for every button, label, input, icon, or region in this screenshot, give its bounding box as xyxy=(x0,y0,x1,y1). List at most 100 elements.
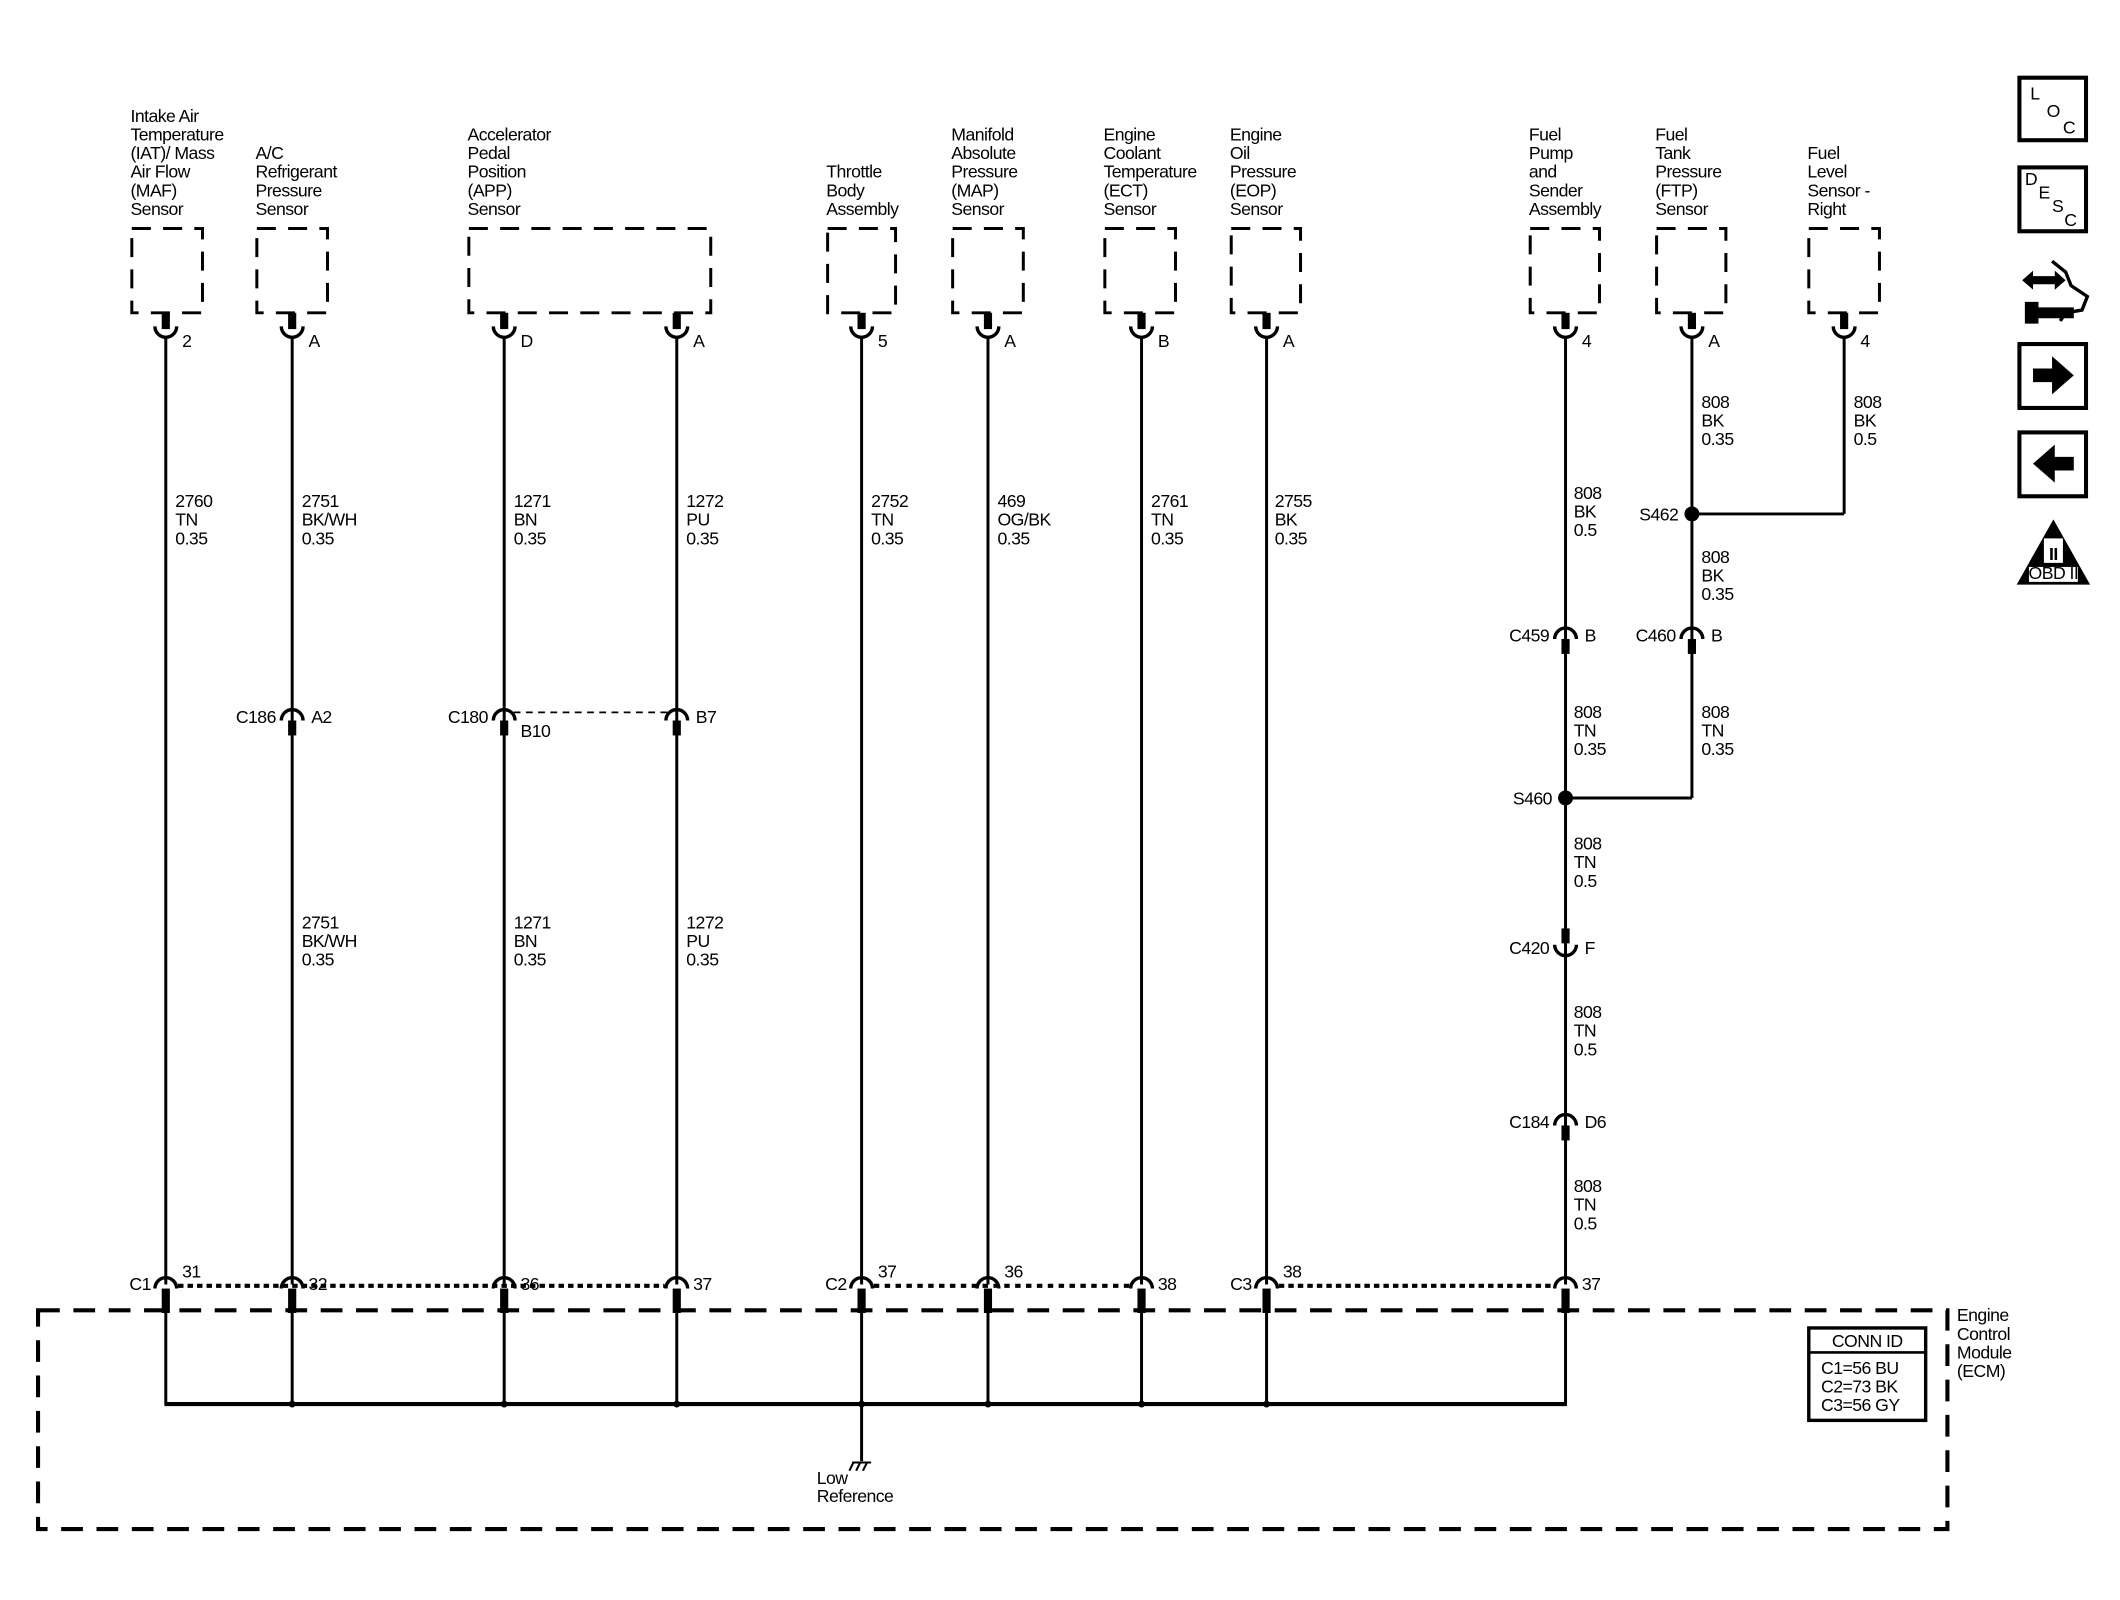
sensor-name-line: Fuel xyxy=(1655,124,1687,144)
splice-dot xyxy=(1558,790,1574,806)
connector-id: C459 xyxy=(1509,626,1549,646)
pin-connector-icon xyxy=(1552,326,1579,339)
sensor-name-line: (APP) xyxy=(467,180,511,200)
wire-label: 0.5 xyxy=(1574,1039,1598,1059)
connector-pin: B xyxy=(1711,626,1722,646)
pin-connector-icon xyxy=(279,326,305,339)
wire-label: 0.35 xyxy=(514,950,547,970)
sensor-name-line: Pressure xyxy=(951,162,1018,182)
sensor-name-line: Engine xyxy=(1103,124,1155,144)
conn-id-row: C3=56 GY xyxy=(1821,1395,1900,1415)
pin-stub xyxy=(1561,928,1570,944)
ecm-connector-id: C2 xyxy=(825,1274,846,1294)
icon-letter: C xyxy=(2063,117,2076,137)
wire-label: BK/WH xyxy=(302,510,357,530)
sensor-name-line: (FTP) xyxy=(1655,180,1697,200)
wire-label: BK xyxy=(1854,411,1877,431)
inline-connector-icon xyxy=(1552,626,1579,640)
connector-id: C460 xyxy=(1636,626,1677,646)
wire-label: TN xyxy=(1574,720,1596,740)
ecm-module-outline xyxy=(36,1308,1950,1532)
connector-id: C186 xyxy=(236,707,277,727)
wire-label: 808 xyxy=(1574,1176,1603,1196)
connector-pin: B7 xyxy=(696,707,717,727)
connector-end-view-icon[interactable] xyxy=(2022,259,2090,324)
bus-junction xyxy=(984,1400,992,1408)
bus-junction xyxy=(500,1400,508,1408)
sensor-name-line: Air Flow xyxy=(130,162,190,182)
pin-stub xyxy=(983,312,993,330)
bus-junction xyxy=(1138,1400,1145,1408)
sensor-box xyxy=(951,227,1025,315)
ecm-pin-connector-icon xyxy=(975,1276,1001,1289)
wire-label: BK xyxy=(1574,502,1597,522)
ecm-pin-connector-icon xyxy=(491,1276,517,1289)
pin-stub xyxy=(983,1288,993,1314)
pin-connector-icon xyxy=(1128,326,1155,339)
sensor-name-line: Absolute xyxy=(951,143,1016,163)
wrench-shape xyxy=(2024,301,2074,324)
pin-stub xyxy=(500,1288,509,1314)
bus-junction xyxy=(1263,1400,1270,1408)
badge xyxy=(2043,538,2063,563)
icon-frame[interactable] xyxy=(2017,75,2089,143)
wire-label: BK/WH xyxy=(302,931,357,951)
icon-letter: O xyxy=(2047,101,2060,121)
pin-label: B xyxy=(1158,331,1169,351)
ecm-label: Engine xyxy=(1957,1305,2009,1325)
inline-connector-icon xyxy=(664,708,690,721)
pin-stub xyxy=(161,312,170,330)
sensor-name-line: A/C xyxy=(255,143,284,163)
pin-stub xyxy=(288,1288,297,1314)
sensor-name-line: (ECT) xyxy=(1103,180,1147,200)
wire-label: 2755 xyxy=(1275,491,1313,511)
ecm-pin-number: 37 xyxy=(1582,1274,1601,1294)
next-page-arrow-icon[interactable] xyxy=(2017,342,2089,410)
wire-label: TN xyxy=(1574,1021,1596,1041)
wire-label: 808 xyxy=(1701,702,1730,722)
wire-label: TN xyxy=(1574,852,1596,872)
sensor-name-line: Pedal xyxy=(467,143,509,163)
wire-label: 2752 xyxy=(871,491,908,511)
sensor-box xyxy=(826,227,898,315)
wire-label: 1271 xyxy=(514,491,551,511)
sensor-box xyxy=(1103,227,1178,315)
wire-label: 0.5 xyxy=(1854,429,1878,449)
wire-label: 0.35 xyxy=(514,528,547,548)
wire-label: 808 xyxy=(1574,702,1603,722)
inline-connector-icon xyxy=(1679,626,1705,640)
pin-connector-icon xyxy=(975,326,1001,339)
icon-letter: L xyxy=(2030,83,2040,103)
pin-connector-icon xyxy=(153,326,179,339)
icon-frame[interactable] xyxy=(2017,165,2089,234)
sensor-box xyxy=(1528,227,1602,315)
arrow-left-shape xyxy=(2033,444,2074,483)
sensor-name-line: Sensor xyxy=(1230,199,1283,219)
loc-icon[interactable]: LOC xyxy=(2017,75,2089,143)
sensor-name-line: (MAF) xyxy=(130,180,176,200)
pin-connector-icon xyxy=(491,326,517,339)
inline-connector-icon xyxy=(491,708,517,721)
sensor-name-line: (MAP) xyxy=(951,180,998,200)
wire-label: 808 xyxy=(1701,392,1730,412)
sensor-name-line: Assembly xyxy=(826,199,899,219)
sensor-name-line: Sensor - xyxy=(1807,180,1870,200)
pin-label: 4 xyxy=(1582,331,1592,351)
wire-label: TN xyxy=(1701,720,1723,740)
wire-label: OG/BK xyxy=(997,510,1051,530)
wire-label: BK xyxy=(1701,411,1724,431)
arrow-right-shape xyxy=(2033,356,2074,395)
wire-label: 808 xyxy=(1574,1002,1603,1022)
sensor-name-line: Manifold xyxy=(951,124,1013,144)
splice-dot xyxy=(1684,506,1700,522)
sensor-name-line: Sensor xyxy=(1103,199,1156,219)
conn-id-row: C2=73 BK xyxy=(1821,1377,1898,1397)
ecm-pin-number: 38 xyxy=(1158,1274,1177,1294)
previous-page-arrow-icon[interactable] xyxy=(2017,430,2089,499)
